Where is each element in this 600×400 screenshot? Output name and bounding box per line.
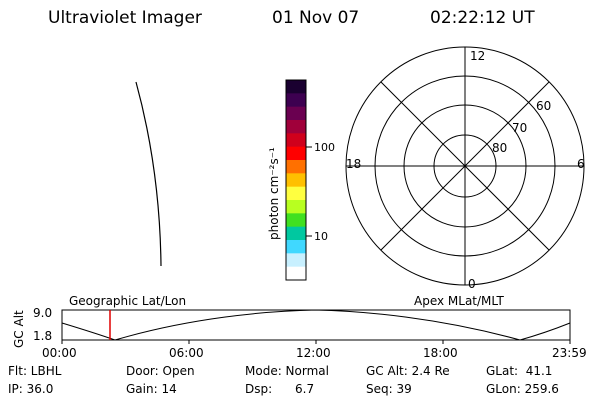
status-filter: Flt: LBHL	[8, 364, 62, 378]
status-mode: Mode: Normal	[245, 364, 329, 378]
colorbar-stripe	[286, 226, 306, 241]
lat-label-60: 60	[536, 99, 551, 113]
status-gain: Gain: 14	[126, 382, 177, 396]
colorbar-unit-label: photon cm⁻²s⁻¹	[267, 147, 281, 240]
colorbar-stripe	[286, 200, 306, 214]
y-max-label: 9.0	[33, 306, 53, 320]
colorbar-stripe	[286, 133, 306, 148]
mlt-label-18: 18	[346, 157, 361, 171]
colorbar-stripe	[286, 146, 306, 161]
status-dsp: Dsp: 6.7	[245, 382, 315, 396]
x-tick-label-3: 18:00	[423, 346, 458, 360]
time-label: 02:22:12 UT	[430, 8, 535, 28]
mlt-label-6: 6	[577, 157, 585, 171]
lat-label-80: 80	[492, 141, 507, 155]
colorbar-stripe	[286, 160, 306, 174]
colorbar-stripe	[286, 106, 306, 121]
colorbar-frame	[285, 79, 307, 281]
colorbar-stripe	[286, 266, 306, 281]
colorbar-stripe	[286, 213, 306, 228]
colorbar-stripe	[286, 240, 306, 254]
colorbar-stripe	[286, 186, 306, 201]
x-tick-label-2: 12:00	[296, 346, 331, 360]
geographic-label: Geographic Lat/Lon	[69, 294, 187, 308]
colorbar-stripe	[286, 80, 306, 94]
polar-diagonal-b	[380, 81, 550, 251]
colorbar-stripe	[286, 93, 306, 108]
x-tick-label-0: 00:00	[42, 346, 77, 360]
polar-plot	[345, 46, 585, 286]
instrument-title: Ultraviolet Imager	[48, 8, 202, 28]
colorbar-label-10: 10	[314, 230, 328, 243]
date-label: 01 Nov 07	[272, 8, 360, 28]
status-glon: GLon: 259.6	[486, 382, 559, 396]
apex-label: Apex MLat/MLT	[414, 294, 504, 308]
colorbar-stripe	[286, 173, 306, 188]
x-tick-label-4: 23:59	[552, 346, 587, 360]
status-ip: IP: 36.0	[8, 382, 54, 396]
y-min-label: 1.8	[33, 329, 53, 343]
colorbar-stripe	[286, 253, 306, 268]
timeline-axis-label: GC Alt	[12, 310, 26, 348]
colorbar-label-100: 100	[314, 141, 335, 154]
timeline-frame	[61, 309, 571, 341]
altitude-curve	[61, 309, 571, 341]
status-seq: Seq: 39	[366, 382, 412, 396]
image-track-curve	[135, 81, 162, 267]
status-glat: GLat: 41.1	[486, 364, 553, 378]
status-gc-alt: GC Alt: 2.4 Re	[366, 364, 450, 378]
colorbar-stripe	[286, 120, 306, 134]
mlt-label-0: 0	[468, 277, 476, 291]
lat-label-70: 70	[512, 121, 527, 135]
colorbar	[286, 80, 306, 281]
status-door: Door: Open	[126, 364, 195, 378]
x-tick-label-1: 06:00	[169, 346, 204, 360]
mlt-label-12: 12	[470, 49, 485, 63]
